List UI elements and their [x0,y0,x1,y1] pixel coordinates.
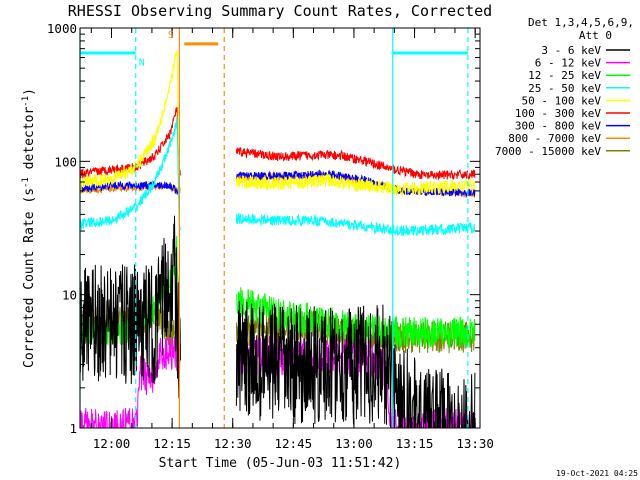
y-tick-label: 1000 [47,21,77,36]
y-tick-label: 10 [62,288,77,303]
x-tick-label: 12:30 [214,436,252,451]
legend-label-300-800-kev: 300 - 800 keV [515,120,601,133]
y-tick-label: 100 [54,154,77,169]
legend-header-line-1: Det 1,3,4,5,6,9, [528,16,634,29]
annotation-n: N [139,58,145,69]
generated-timestamp: 19-Oct-2021 04:25 [556,469,638,478]
x-axis-label: Start Time (05-Jun-03 11:51:42) [159,456,402,471]
y-axis-label-exp-2: -1 [21,96,31,107]
series-line-3-6-kev [80,215,476,428]
y-axis-label: Corrected Count Rate (s-1 detector-1) [21,88,37,368]
legend-header-line-2: Att 0 [579,29,612,42]
x-tick-label: 12:15 [153,436,191,451]
series-line-50-100-kev [80,49,476,197]
legend-label-50-100-kev: 50 - 100 keV [522,94,602,107]
x-tick-label: 13:15 [396,436,434,451]
saa-night-bars [80,42,468,55]
x-axis-ticks: 12:00 12:15 12:30 12:45 13:00 13:15 13:30 [90,28,494,451]
y-axis-label-end: ) [22,88,37,96]
x-tick-label: 13:30 [456,436,494,451]
legend-label-7000-15000-kev: 7000 - 15000 keV [495,145,601,158]
x-tick-label: 13:00 [335,436,373,451]
y-axis-label-exp-1: -1 [21,177,31,188]
y-axis-label-mid: detector [22,107,37,178]
chart-title: RHESSI Observing Summary Count Rates, Co… [68,2,492,20]
legend-label-3-6-kev: 3 - 6 keV [541,44,601,57]
legend-label-12-25-kev: 12 - 25 keV [528,69,601,82]
y-tick-label: 1 [69,421,77,436]
series-line-25-50-kev [80,117,476,237]
x-tick-label: 12:00 [93,436,131,451]
y-axis-ticks: 1 10 100 1000 [47,21,480,436]
legend-label-25-50-kev: 25 - 50 keV [528,82,601,95]
y-axis-label-main: Corrected Count Rate (s [22,188,37,368]
series-layer [80,49,476,428]
legend-label-6-12-kev: 6 - 12 keV [535,57,602,70]
svg-text:Corrected Count Rate (s-1 dete: Corrected Count Rate (s-1 detector-1) [21,88,37,368]
legend-label-800-7000-kev: 800 - 7000 keV [508,132,601,145]
legend-label-100-300-kev: 100 - 300 keV [515,107,601,120]
annotations: SN [139,30,174,68]
plot-frame [79,27,481,429]
x-tick-label: 12:45 [275,436,313,451]
annotation-s: S [168,30,174,41]
